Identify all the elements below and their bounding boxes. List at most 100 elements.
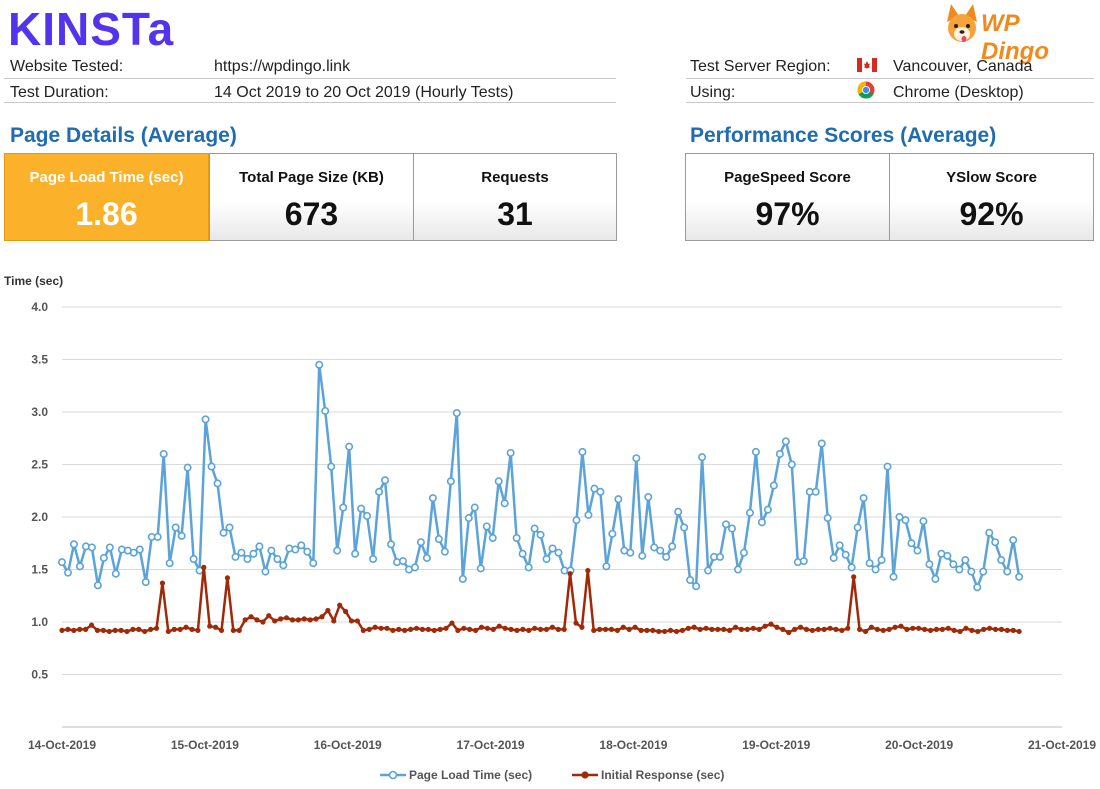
initial-response-point bbox=[354, 618, 361, 624]
initial-response-point bbox=[520, 626, 526, 632]
initial-response-point bbox=[278, 616, 284, 622]
x-tick-label: 20-Oct-2019 bbox=[885, 738, 953, 752]
initial-response-point bbox=[667, 627, 674, 633]
page-load-point bbox=[398, 557, 407, 566]
page-load-point bbox=[255, 542, 264, 551]
initial-response-point bbox=[939, 626, 945, 632]
page-load-point bbox=[919, 517, 928, 526]
page-load-point bbox=[638, 551, 647, 560]
page-load-point bbox=[722, 520, 731, 529]
initial-response-point bbox=[94, 627, 101, 633]
initial-response-point bbox=[638, 627, 644, 633]
page-load-point bbox=[428, 494, 437, 503]
initial-response-point bbox=[419, 626, 426, 632]
page-load-point bbox=[698, 453, 707, 462]
page-load-point bbox=[530, 524, 539, 533]
page-load-point bbox=[763, 505, 772, 514]
page-load-point bbox=[375, 487, 384, 496]
page-load-point bbox=[476, 564, 485, 573]
duration-label: Test Duration: bbox=[10, 84, 109, 101]
initial-response-point bbox=[786, 629, 792, 636]
canada-flag-icon bbox=[857, 58, 877, 72]
initial-response-point bbox=[307, 617, 313, 623]
page-load-point bbox=[321, 406, 330, 415]
page-load-point bbox=[644, 493, 653, 502]
page-load-point bbox=[207, 462, 216, 471]
initial-response-point bbox=[242, 617, 248, 623]
initial-response-point bbox=[88, 622, 95, 628]
page-load-point bbox=[692, 582, 701, 591]
initial-response-point bbox=[407, 626, 414, 632]
initial-response-point bbox=[118, 627, 124, 633]
initial-response-point bbox=[998, 626, 1005, 632]
page-load-point bbox=[781, 437, 790, 446]
initial-response-point bbox=[709, 626, 715, 632]
initial-response-point bbox=[951, 627, 957, 633]
x-tick-label: 17-Oct-2019 bbox=[457, 738, 525, 752]
y-tick-label: 2.5 bbox=[31, 458, 48, 472]
page-load-point bbox=[524, 563, 533, 572]
page-load-point bbox=[823, 514, 832, 523]
page-load-point bbox=[973, 583, 982, 592]
initial-response-point bbox=[768, 621, 774, 627]
initial-response-point bbox=[431, 627, 437, 633]
initial-response-point bbox=[957, 628, 963, 635]
page-load-point bbox=[991, 538, 1000, 547]
initial-response-point bbox=[857, 626, 863, 632]
page-load-point bbox=[578, 447, 587, 456]
initial-response-point bbox=[774, 624, 780, 630]
page-load-point bbox=[512, 533, 521, 542]
total-page-size-card: Total Page Size (KB) 673 bbox=[209, 153, 414, 241]
page-load-point bbox=[608, 529, 617, 538]
initial-response-point bbox=[679, 627, 685, 633]
initial-response-point bbox=[673, 628, 680, 635]
initial-response-point bbox=[662, 628, 668, 635]
initial-response-point bbox=[632, 624, 638, 630]
page-load-point bbox=[961, 556, 970, 565]
initial-response-point bbox=[792, 626, 798, 632]
initial-response-point bbox=[142, 628, 148, 635]
initial-response-point bbox=[851, 574, 857, 580]
page-load-point bbox=[381, 476, 390, 485]
initial-response-point bbox=[839, 627, 845, 633]
page-load-point bbox=[225, 523, 234, 532]
page-load-point bbox=[165, 559, 174, 568]
page-load-point bbox=[327, 462, 336, 471]
initial-response-point bbox=[183, 624, 189, 630]
page-load-point bbox=[1015, 572, 1024, 581]
initial-response-point bbox=[927, 627, 934, 633]
page-load-point bbox=[883, 462, 892, 471]
page-load-point bbox=[859, 494, 868, 503]
initial-response-point bbox=[337, 602, 343, 608]
initial-response-series-line bbox=[61, 567, 1020, 634]
y-tick-label: 0.5 bbox=[31, 668, 48, 682]
page-load-point bbox=[554, 548, 563, 557]
page-load-point bbox=[704, 566, 713, 575]
initial-response-point bbox=[809, 627, 815, 633]
page-load-point bbox=[895, 513, 904, 522]
initial-response-point bbox=[319, 614, 325, 620]
page-load-point bbox=[548, 544, 557, 553]
page-load-point bbox=[901, 516, 910, 525]
initial-response-point bbox=[762, 623, 768, 629]
page-load-point bbox=[434, 535, 443, 544]
page-load-point bbox=[129, 548, 138, 557]
page-load-point bbox=[387, 540, 396, 549]
page-load-point bbox=[584, 510, 593, 519]
page-load-point bbox=[87, 543, 96, 552]
page-load-point bbox=[452, 409, 461, 418]
x-tick-label: 15-Oct-2019 bbox=[171, 738, 239, 752]
initial-response-point bbox=[933, 626, 940, 632]
initial-response-point bbox=[555, 626, 561, 632]
initial-response-point bbox=[65, 626, 71, 632]
meta-divider bbox=[686, 102, 1094, 103]
requests-card: Requests 31 bbox=[413, 153, 617, 241]
initial-response-point bbox=[721, 626, 727, 632]
initial-response-point bbox=[112, 627, 118, 633]
initial-response-point bbox=[992, 626, 999, 632]
initial-response-point bbox=[862, 628, 869, 635]
page-load-point bbox=[416, 538, 425, 547]
initial-response-point bbox=[579, 624, 585, 630]
page-load-point bbox=[632, 454, 641, 463]
page-load-point bbox=[410, 563, 419, 572]
